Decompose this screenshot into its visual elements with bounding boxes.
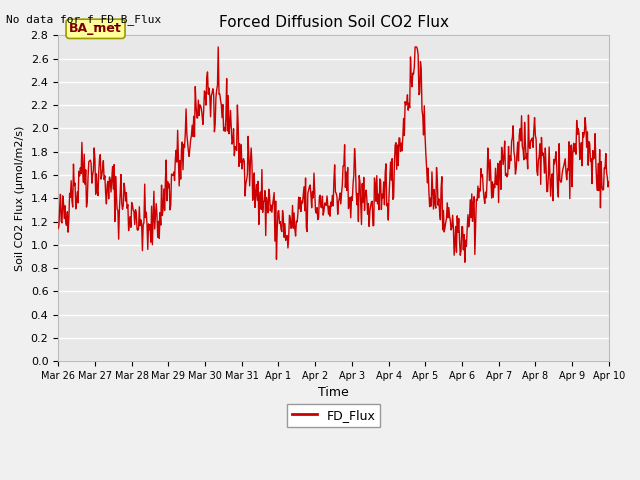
Text: BA_met: BA_met (69, 23, 122, 36)
Legend: FD_Flux: FD_Flux (287, 404, 380, 427)
Text: No data for f_FD_B_Flux: No data for f_FD_B_Flux (6, 14, 162, 25)
Title: Forced Diffusion Soil CO2 Flux: Forced Diffusion Soil CO2 Flux (218, 15, 449, 30)
X-axis label: Time: Time (318, 386, 349, 399)
Y-axis label: Soil CO2 Flux (μmol/m2/s): Soil CO2 Flux (μmol/m2/s) (15, 126, 25, 271)
